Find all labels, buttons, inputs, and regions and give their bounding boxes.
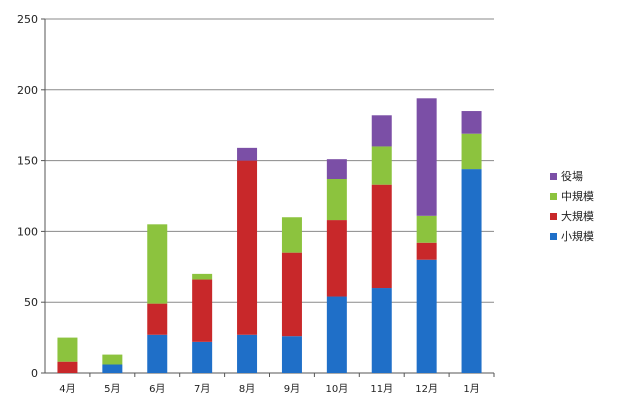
bar-segment [147, 303, 168, 335]
bar-segment [461, 169, 482, 373]
bar-segment [192, 279, 213, 342]
legend-swatch [550, 193, 557, 200]
bar-segment [371, 115, 392, 147]
bar-segment [147, 224, 168, 304]
y-tick-label: 50 [24, 296, 38, 309]
bar-segment [416, 215, 437, 243]
legend-label: 中規模 [561, 189, 594, 203]
bar-segment [416, 242, 437, 260]
x-category-label: 9月 [284, 383, 300, 395]
legend-label: 大規模 [561, 209, 594, 223]
y-tick-label: 100 [17, 225, 38, 238]
legend-label: 小規模 [561, 229, 594, 243]
bar-segment [371, 146, 392, 185]
y-tick-label: 250 [17, 13, 38, 26]
x-category-label: 5月 [104, 383, 120, 395]
legend-swatch [550, 213, 557, 220]
legend-label: 役場 [561, 169, 583, 183]
bar-segment [326, 159, 347, 180]
x-category-label: 11月 [370, 383, 393, 395]
bar-segment [326, 179, 347, 221]
bar-segment [147, 334, 168, 373]
bar-segment [237, 334, 258, 373]
bar-segment [281, 217, 302, 253]
x-category-label: 10月 [325, 383, 348, 395]
bar-segment [371, 184, 392, 289]
bar-segment [461, 133, 482, 170]
x-category-label: 8月 [239, 383, 255, 395]
bar-segment [461, 111, 482, 134]
bar-segment [326, 296, 347, 373]
bar-segment [237, 160, 258, 335]
bar-segment [326, 220, 347, 297]
x-category-label: 7月 [194, 383, 210, 395]
y-tick-label: 0 [31, 367, 38, 380]
axis-labels: 0 50 100 150 200 250 4月 5月 6月 7月 8月 9月 10月 11月 12月 1月 [17, 13, 480, 395]
x-category-label: 1月 [463, 383, 479, 395]
legend-swatch [550, 173, 557, 180]
x-category-label: 4月 [59, 383, 75, 395]
bar-segment [102, 364, 123, 373]
bars [57, 98, 482, 373]
bar-segment [192, 273, 213, 280]
bar-segment [416, 98, 437, 216]
y-tick-label: 150 [17, 155, 38, 168]
bar-segment [57, 361, 78, 373]
bar-segment [237, 147, 258, 161]
bar-segment [57, 337, 78, 362]
x-category-label: 12月 [415, 383, 438, 395]
bar-segment [281, 252, 302, 337]
bar-segment [281, 336, 302, 373]
y-tick-label: 200 [17, 84, 38, 97]
bar-segment [416, 259, 437, 373]
bar-segment [102, 354, 123, 365]
bar-segment [371, 288, 392, 373]
x-category-label: 6月 [149, 383, 165, 395]
bar-segment [192, 341, 213, 373]
legend-swatch [550, 233, 557, 240]
